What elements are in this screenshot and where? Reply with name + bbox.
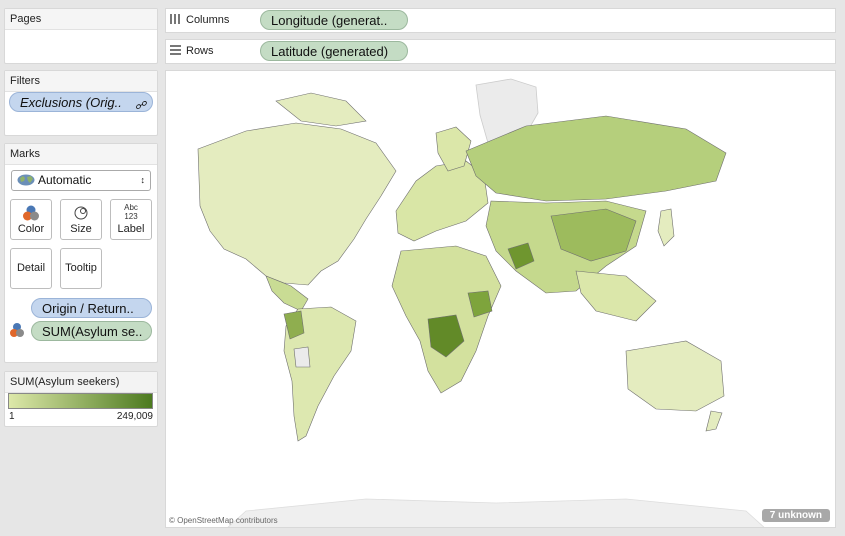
label-button[interactable]: Abc 123 Label bbox=[110, 199, 152, 240]
australia-shape bbox=[625, 340, 725, 412]
pages-card[interactable]: Pages bbox=[4, 8, 158, 64]
unknown-badge[interactable]: 7 unknown bbox=[761, 509, 830, 522]
color-label: Color bbox=[17, 223, 45, 235]
south-america-shape bbox=[283, 306, 357, 442]
columns-pill-label: Longitude (generat.. bbox=[271, 13, 388, 28]
filter-pill-exclusions[interactable]: Exclusions (Orig.. ☍ bbox=[9, 92, 153, 112]
map-attribution: © OpenStreetMap contributors bbox=[169, 516, 278, 525]
columns-label-text: Columns bbox=[186, 14, 230, 26]
canada-arctic-islands bbox=[275, 92, 367, 127]
columns-icon bbox=[170, 14, 180, 24]
filters-title: Filters bbox=[5, 71, 157, 92]
pages-title: Pages bbox=[5, 9, 157, 30]
detail-button[interactable]: Detail bbox=[10, 248, 52, 289]
north-america-shape bbox=[197, 122, 397, 286]
afghanistan-shape bbox=[507, 242, 535, 270]
size-button[interactable]: Size bbox=[60, 199, 102, 240]
map-icon bbox=[17, 174, 35, 186]
japan-shape bbox=[657, 208, 675, 247]
antarctica-shape bbox=[227, 498, 765, 527]
set-icon: ☍ bbox=[134, 100, 146, 112]
color-shelf-icon bbox=[10, 323, 24, 337]
colombia-shape bbox=[283, 310, 305, 340]
tooltip-label: Tooltip bbox=[65, 262, 97, 274]
size-icon bbox=[74, 206, 88, 220]
detail-label: Detail bbox=[16, 262, 46, 274]
scandinavia-shape bbox=[435, 126, 472, 172]
rows-icon bbox=[170, 45, 181, 55]
ethiopia-shape bbox=[467, 290, 493, 318]
europe-shape bbox=[395, 160, 489, 242]
new-zealand-shape bbox=[705, 410, 723, 432]
legend-min-value: 1 bbox=[9, 411, 15, 422]
mark-type-label: Automatic bbox=[38, 173, 92, 187]
color-field-pill[interactable]: SUM(Asylum se.. bbox=[31, 321, 152, 341]
select-arrows-icon: ↕ bbox=[140, 175, 146, 185]
columns-shelf-label: Columns bbox=[170, 14, 229, 26]
legend-max-value: 249,009 bbox=[116, 411, 153, 422]
columns-pill[interactable]: Longitude (generat.. bbox=[260, 10, 408, 30]
rows-label-text: Rows bbox=[186, 45, 214, 57]
drc-shape bbox=[427, 314, 465, 358]
color-button[interactable]: Color bbox=[10, 199, 52, 240]
color-icon bbox=[23, 205, 39, 221]
china-shape bbox=[550, 208, 637, 262]
legend-title: SUM(Asylum seekers) bbox=[5, 372, 157, 393]
abc-123-icon: Abc 123 bbox=[124, 203, 138, 221]
rows-pill-label: Latitude (generated) bbox=[271, 44, 389, 59]
size-label: Size bbox=[70, 223, 92, 235]
detail-field-pill[interactable]: Origin / Return.. bbox=[31, 298, 152, 318]
color-field-label: SUM(Asylum se.. bbox=[42, 324, 143, 339]
southeast-asia-shape bbox=[575, 270, 657, 322]
color-legend-gradient bbox=[8, 393, 153, 409]
label-label: Label bbox=[117, 223, 145, 235]
filter-pill-label: Exclusions (Orig.. bbox=[20, 95, 122, 110]
detail-field-label: Origin / Return.. bbox=[42, 301, 134, 316]
tooltip-button[interactable]: Tooltip bbox=[60, 248, 102, 289]
marks-title: Marks bbox=[5, 144, 157, 165]
map-view[interactable]: © OpenStreetMap contributors 7 unknown bbox=[165, 70, 836, 528]
russia-shape bbox=[465, 115, 727, 202]
rows-shelf-label: Rows bbox=[170, 45, 214, 57]
mark-type-select[interactable]: Automatic ↕ bbox=[11, 170, 151, 191]
rows-pill[interactable]: Latitude (generated) bbox=[260, 41, 408, 61]
bolivia-shape bbox=[293, 346, 311, 368]
world-map[interactable] bbox=[166, 71, 836, 528]
